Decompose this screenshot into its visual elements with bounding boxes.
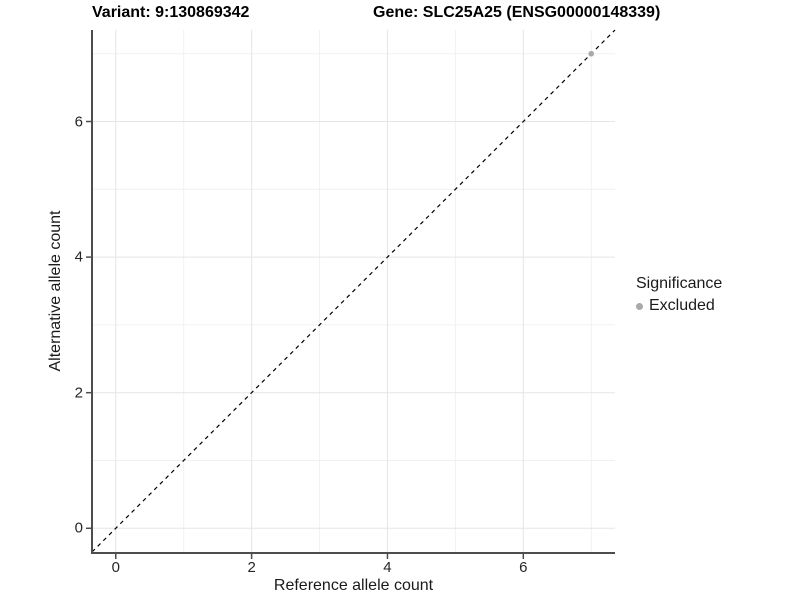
legend-item-label: Excluded — [649, 297, 715, 314]
y-tick-label: 2 — [74, 384, 83, 402]
legend-title: Significance — [636, 275, 723, 292]
y-axis-title: Alternative allele count — [47, 210, 64, 372]
x-tick-label: 0 — [111, 559, 120, 576]
legend-item-excluded: Excluded — [636, 296, 722, 316]
y-tick-label: 4 — [74, 248, 83, 266]
x-tick-label: 4 — [383, 559, 392, 576]
legend: Significance Excluded — [636, 275, 722, 316]
x-axis-title: Reference allele count — [273, 577, 434, 594]
gene-title: Gene: SLC25A25 (ENSG00000148339) — [373, 4, 661, 21]
variant-title: Variant: 9:130869342 — [92, 4, 250, 21]
x-tick-label: 6 — [519, 559, 528, 576]
legend-dot-excluded-icon — [636, 302, 643, 310]
x-tick-label: 2 — [247, 559, 256, 576]
data-point-excluded — [588, 50, 595, 57]
y-tick-label: 0 — [74, 519, 83, 537]
identity-line — [91, 29, 616, 553]
y-tick-label: 6 — [74, 113, 83, 131]
